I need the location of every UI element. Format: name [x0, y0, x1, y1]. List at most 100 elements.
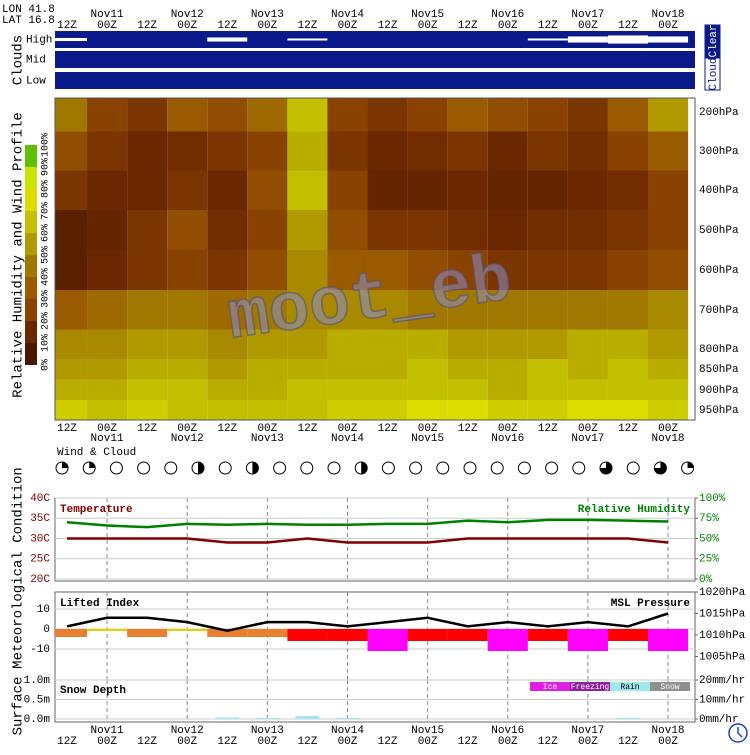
colorbar-segment	[25, 343, 37, 365]
li-bar	[287, 629, 328, 641]
x-day-label: Nov14	[331, 725, 364, 737]
station-symbol	[55, 461, 69, 475]
li-bar	[327, 629, 368, 641]
level-label: 800hPa	[699, 344, 739, 356]
x-tick-label: 00Z	[498, 423, 518, 435]
cover-fill	[600, 462, 612, 474]
y2-tick-label: 75%	[699, 513, 719, 525]
series-line	[67, 537, 669, 544]
rh-cell	[327, 329, 368, 359]
rh-cell	[87, 98, 128, 132]
rh-cell	[87, 210, 128, 250]
rh-cell	[648, 400, 689, 420]
rh-cell	[287, 210, 328, 250]
rh-cell	[407, 98, 448, 132]
y2-tick-label: 50%	[699, 533, 719, 545]
rh-cell	[447, 379, 488, 400]
rh-cell	[207, 359, 248, 380]
station-circle	[572, 461, 586, 475]
rh-cell	[127, 98, 168, 132]
station-symbol	[463, 461, 477, 475]
rh-cell	[327, 359, 368, 380]
level-label: 900hPa	[699, 385, 739, 397]
side-title: Clouds	[11, 35, 27, 85]
series-line	[66, 518, 669, 529]
rh-cell	[407, 329, 448, 359]
cloud-cover	[55, 37, 87, 42]
rh-cell	[55, 131, 88, 171]
rh-cell	[55, 329, 88, 359]
x-tick-label: 12Z	[57, 20, 77, 32]
station-circle	[490, 461, 504, 475]
x-tick-label: 12Z	[458, 736, 478, 748]
rh-cell	[607, 329, 649, 359]
station-circle	[273, 461, 287, 475]
x-tick-label: 12Z	[217, 423, 237, 435]
x-tick-label: 12Z	[57, 736, 77, 748]
y-tick-label: 1.0m	[24, 675, 51, 687]
rh-cell	[648, 359, 689, 380]
rh-cell	[247, 210, 288, 250]
x-tick-label: 00Z	[338, 20, 358, 32]
legend-label: Freezing	[571, 683, 610, 692]
rh-cell	[447, 98, 488, 132]
rh-cell	[367, 290, 408, 330]
panel-title: Wind & Cloud	[57, 447, 136, 459]
x-tick-label: 00Z	[658, 20, 678, 32]
colorbar-label: 40%	[41, 268, 52, 286]
x-tick-label: 12Z	[298, 423, 318, 435]
rh-cell	[55, 170, 88, 210]
rh-cell	[327, 98, 368, 132]
rh-cell	[327, 379, 368, 400]
x-tick-label: 12Z	[298, 20, 318, 32]
x-day-label: Nov17	[571, 9, 604, 21]
x-day-label: Nov12	[171, 433, 204, 445]
rh-cell	[407, 359, 448, 380]
station-symbol	[273, 461, 287, 475]
colorbar-segment	[25, 321, 37, 343]
x-tick-label: 12Z	[137, 20, 157, 32]
cloud-row	[55, 51, 695, 68]
x-day-label: Nov16	[491, 725, 524, 737]
rh-cell	[55, 379, 88, 400]
station-symbol	[327, 461, 341, 475]
rh-cell	[487, 250, 528, 290]
rh-cell	[287, 170, 328, 210]
rh-cell	[407, 131, 448, 171]
cover-fill	[654, 462, 667, 474]
y2-tick-label: 0%	[699, 574, 713, 586]
rh-cell	[207, 131, 248, 171]
rh-cell	[487, 98, 528, 132]
level-label: 200hPa	[699, 107, 739, 119]
x-tick-label: 12Z	[137, 423, 157, 435]
rh-cell	[407, 290, 448, 330]
y-tick-label: 35C	[30, 513, 50, 525]
colorbar-label: 50%	[41, 246, 52, 264]
precip-bar	[335, 718, 360, 719]
y2-tick-label: 1020hPa	[699, 587, 746, 599]
station-circle	[626, 461, 640, 475]
rh-cell	[287, 379, 328, 400]
x-day-label: Nov17	[571, 725, 604, 737]
station-circle	[436, 461, 450, 475]
rh-cell	[527, 131, 568, 171]
li-bar	[127, 629, 168, 637]
rh-cell	[247, 290, 288, 330]
x-day-label: Nov14	[331, 433, 364, 445]
li-bar	[55, 629, 88, 637]
rh-cell	[247, 250, 288, 290]
station-symbol	[137, 461, 151, 475]
cloud-row	[55, 31, 695, 48]
rh-cell	[407, 250, 448, 290]
legend-label: Relative Humidity	[578, 504, 691, 516]
rh-cell	[487, 359, 528, 380]
rh-cell	[447, 290, 488, 330]
cloud-cover	[607, 35, 648, 44]
scale-label: Clear	[708, 24, 720, 57]
rh-cell	[127, 400, 168, 420]
rh-cell	[607, 98, 649, 132]
li-bar	[167, 629, 208, 631]
rh-cell	[527, 290, 568, 330]
x-tick-label: 00Z	[338, 736, 358, 748]
